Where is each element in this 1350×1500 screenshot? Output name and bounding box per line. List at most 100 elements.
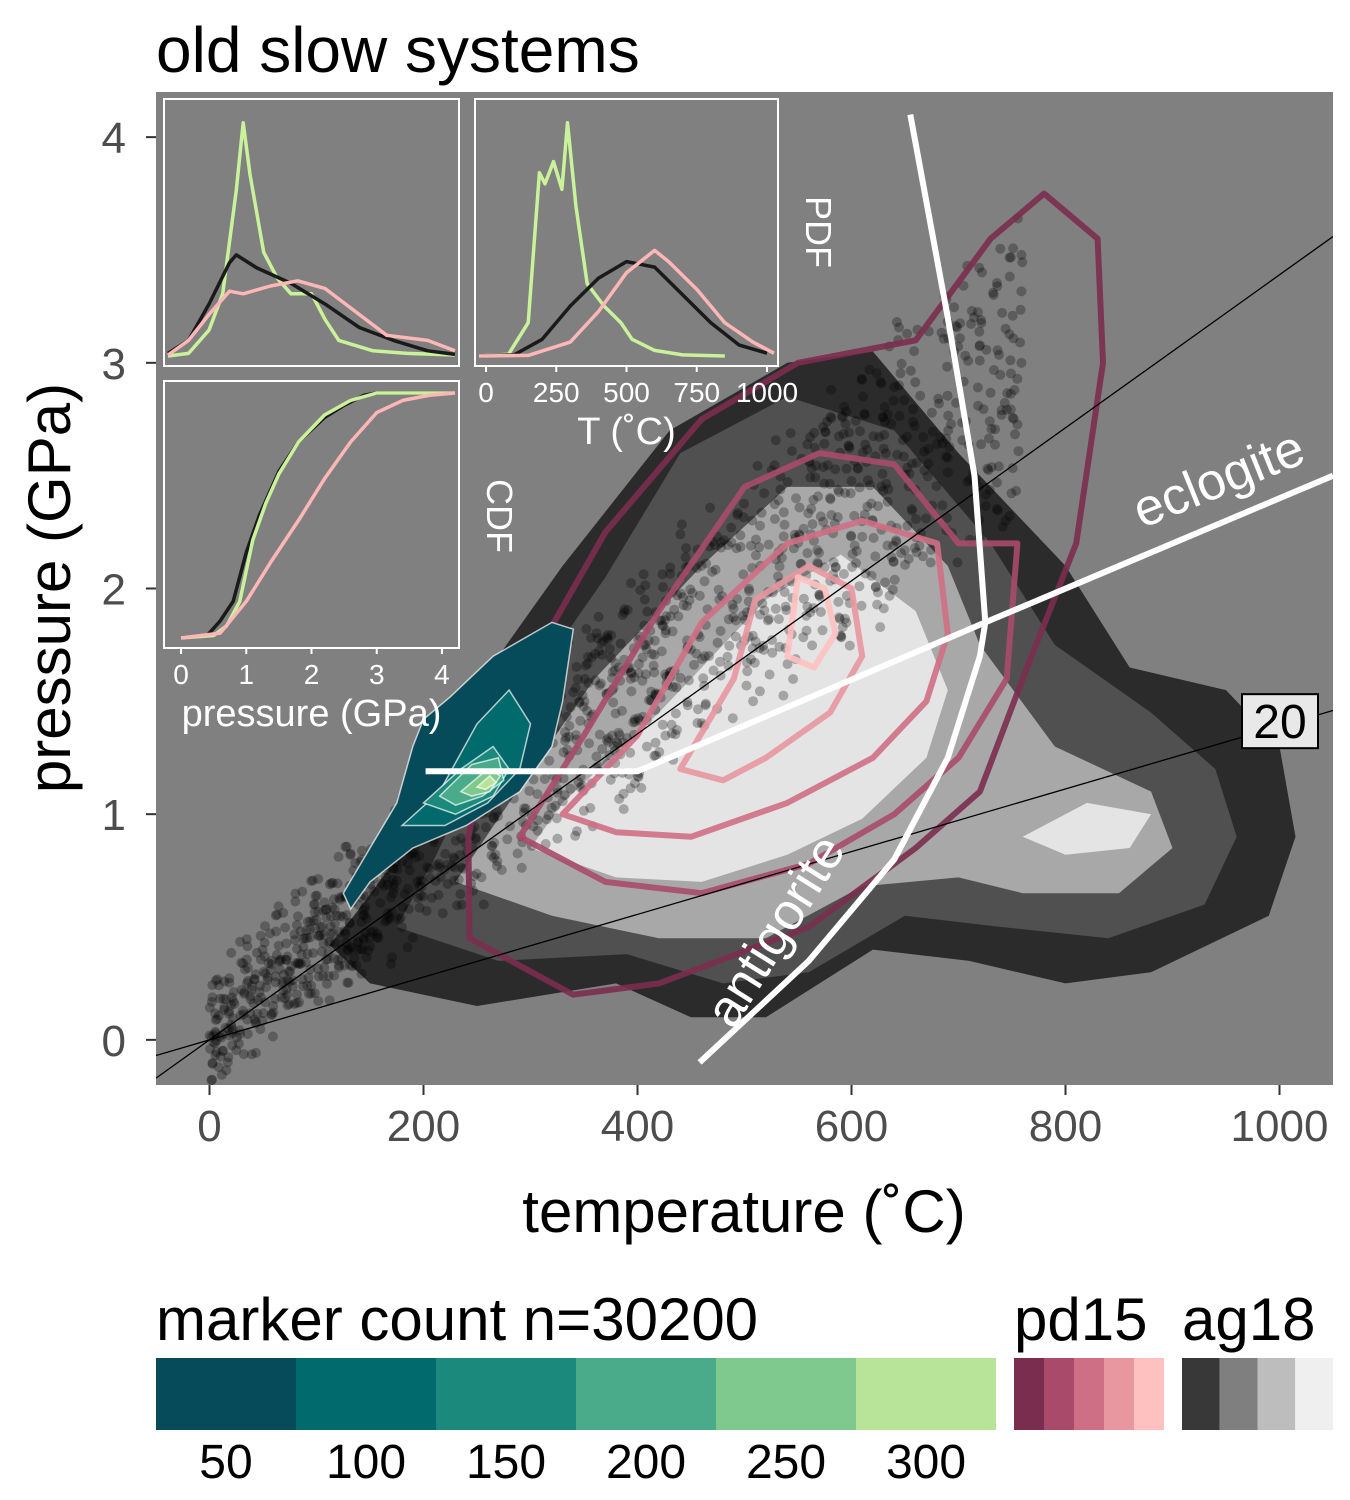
scatter-point bbox=[1017, 257, 1028, 268]
scatter-point bbox=[654, 747, 665, 757]
scatter-point bbox=[955, 333, 965, 344]
scatter-point bbox=[601, 632, 612, 643]
scatter-point bbox=[840, 613, 850, 624]
scatter-point bbox=[997, 307, 1008, 318]
scatter-point bbox=[891, 317, 902, 327]
scatter-point bbox=[751, 534, 761, 545]
scatter-point bbox=[278, 985, 289, 996]
scatter-point bbox=[259, 937, 270, 948]
scatter-point bbox=[625, 747, 636, 758]
scatter-point bbox=[805, 607, 816, 618]
scatter-point bbox=[219, 1002, 230, 1013]
scatter-point bbox=[590, 648, 601, 659]
scatter-point bbox=[894, 380, 904, 391]
scatter-point bbox=[415, 890, 426, 901]
scatter-point bbox=[938, 333, 949, 344]
scatter-point bbox=[942, 512, 952, 523]
scatter-point bbox=[830, 562, 841, 572]
scatter-point bbox=[888, 540, 899, 551]
scatter-point bbox=[946, 419, 956, 430]
scatter-point bbox=[819, 438, 830, 449]
scatter-point bbox=[903, 553, 914, 564]
scatter-point bbox=[1016, 249, 1027, 260]
scatter-point bbox=[814, 591, 825, 602]
scatter-point bbox=[207, 980, 218, 991]
inset-frame bbox=[163, 98, 460, 367]
scatter-point bbox=[339, 960, 350, 971]
scatter-point bbox=[803, 508, 814, 519]
scatter-point bbox=[546, 802, 557, 813]
scatter-point bbox=[582, 658, 593, 669]
scatter-point bbox=[1004, 271, 1015, 282]
scatter-point bbox=[328, 928, 339, 939]
scatter-point bbox=[644, 695, 654, 706]
scatter-point bbox=[696, 654, 707, 664]
scatter-point bbox=[780, 601, 791, 612]
scatter-point bbox=[680, 552, 691, 563]
scatter-point bbox=[824, 478, 835, 489]
scatter-point bbox=[758, 644, 769, 655]
scatter-point bbox=[769, 460, 780, 471]
scatter-point bbox=[716, 537, 727, 548]
scatter-point bbox=[321, 912, 332, 923]
scatter-point bbox=[902, 328, 913, 339]
scatter-point bbox=[270, 971, 281, 982]
scatter-point bbox=[333, 960, 344, 971]
scatter-point bbox=[966, 319, 977, 329]
scatter-point bbox=[357, 845, 368, 856]
scatter-point bbox=[384, 913, 395, 924]
scatter-point bbox=[314, 930, 325, 941]
scatter-point bbox=[684, 595, 695, 606]
scatter-point bbox=[712, 637, 723, 648]
scatter-point bbox=[325, 928, 336, 939]
scatter-point bbox=[849, 510, 860, 521]
inset-x-tick-label: 500 bbox=[603, 377, 650, 408]
scatter-point bbox=[488, 852, 499, 863]
scatter-point bbox=[262, 975, 273, 986]
legend-swatch-pd15 bbox=[1044, 1358, 1074, 1430]
scatter-point bbox=[944, 441, 955, 452]
scatter-point bbox=[1016, 357, 1027, 368]
scatter-point bbox=[321, 904, 331, 915]
inset-series-line bbox=[478, 248, 775, 358]
scatter-point bbox=[1000, 515, 1011, 526]
scatter-point bbox=[295, 926, 306, 937]
scatter-point bbox=[866, 570, 877, 581]
scatter-point bbox=[1005, 388, 1016, 399]
scatter-point bbox=[418, 891, 429, 902]
scatter-point bbox=[657, 569, 668, 580]
scatter-point bbox=[820, 427, 831, 438]
scatter-point bbox=[487, 840, 498, 851]
scatter-point bbox=[906, 503, 917, 514]
scatter-point bbox=[754, 686, 765, 697]
scatter-point bbox=[813, 491, 823, 502]
scatter-point bbox=[619, 604, 630, 615]
scatter-point bbox=[369, 886, 380, 897]
legend-swatches bbox=[156, 1358, 1333, 1430]
scatter-point bbox=[262, 972, 273, 983]
scatter-point bbox=[592, 633, 603, 644]
scatter-point bbox=[750, 636, 761, 647]
scatter-point bbox=[794, 502, 805, 513]
marker-count-contour-6 bbox=[475, 774, 498, 791]
scatter-point bbox=[665, 568, 676, 579]
scatter-point bbox=[591, 751, 602, 762]
scatter-point bbox=[755, 609, 766, 620]
scatter-point bbox=[767, 647, 778, 658]
scatter-point bbox=[862, 501, 873, 512]
scatter-point bbox=[756, 507, 767, 518]
scatter-point bbox=[595, 678, 606, 689]
scatter-point bbox=[532, 825, 543, 836]
legend-swatch-pd15 bbox=[1104, 1358, 1134, 1430]
scatter-point bbox=[619, 607, 630, 618]
scatter-point bbox=[579, 673, 590, 684]
scatter-point bbox=[788, 543, 799, 554]
scatter-point bbox=[270, 977, 281, 988]
scatter-point bbox=[382, 879, 393, 890]
x-tick-label: 400 bbox=[601, 1102, 674, 1151]
scatter-point bbox=[802, 601, 813, 612]
scatter-point bbox=[309, 988, 320, 999]
scatter-point bbox=[927, 426, 938, 437]
scatter-point bbox=[859, 408, 870, 419]
scatter-point bbox=[476, 872, 487, 883]
